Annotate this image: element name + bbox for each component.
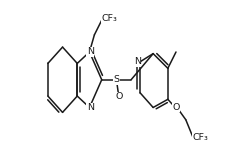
Text: O: O xyxy=(172,103,180,112)
Text: O: O xyxy=(115,92,123,101)
Text: S: S xyxy=(114,75,120,84)
Text: N: N xyxy=(87,103,94,112)
Text: CF₃: CF₃ xyxy=(192,133,208,142)
Text: N: N xyxy=(134,57,141,66)
Text: CF₃: CF₃ xyxy=(101,14,117,23)
Text: N: N xyxy=(87,47,94,56)
